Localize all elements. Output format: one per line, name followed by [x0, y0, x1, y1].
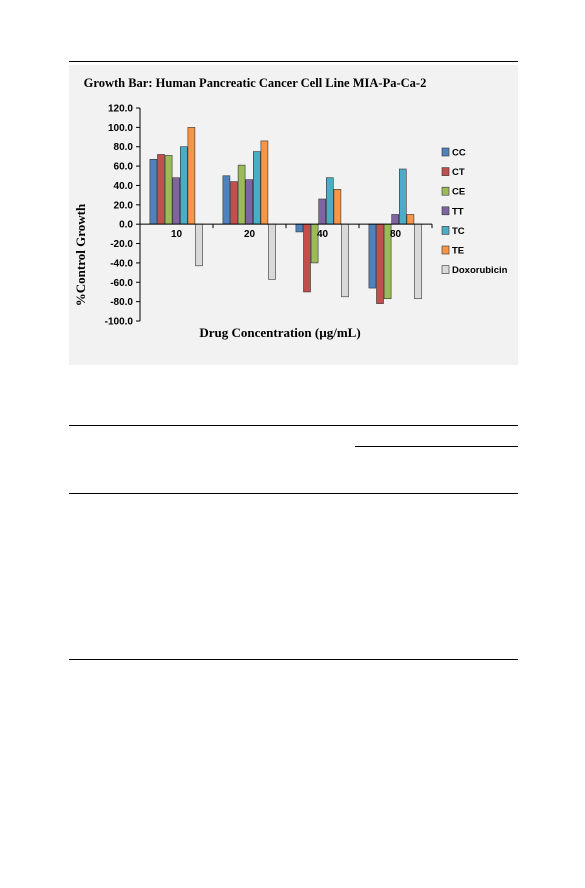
top-rule	[69, 61, 518, 62]
legend-label-te: TE	[452, 246, 464, 257]
growth-bar-chart: Growth Bar: Human Pancreatic Cancer Cell…	[73, 76, 508, 340]
plot-area: 120.0 100.0 80.0 60.0 40.0 20.0 0.0 -20.0 -40.0 -…	[105, 104, 433, 328]
table-header-subrule	[355, 446, 518, 447]
y-tick-label: -60.0	[110, 278, 133, 289]
y-tick-label: -100.0	[105, 317, 134, 328]
x-tick-label: 20	[244, 229, 256, 240]
bar-te-80	[406, 214, 415, 225]
bar-tc-80	[398, 168, 407, 225]
y-tick-label: -80.0	[110, 297, 133, 308]
bar-ce-10	[164, 155, 173, 225]
y-axis-title: %Control Growth	[73, 203, 88, 306]
bar-cc-40	[295, 223, 304, 233]
bar-ct-80	[376, 223, 384, 304]
x-tick-label: 80	[390, 229, 402, 240]
y-tick-label: 120.0	[108, 104, 133, 115]
legend-label-ce: CE	[452, 187, 465, 198]
bar-cc-10	[149, 159, 158, 225]
bar-tt-20	[245, 179, 253, 225]
table-header-bottom-rule	[69, 493, 518, 494]
bar-tt-80	[391, 214, 400, 225]
bar-tc-10	[180, 146, 188, 225]
bar-ct-10	[157, 154, 165, 225]
legend-label-cc: CC	[452, 148, 466, 159]
y-tick-label: 80.0	[114, 142, 134, 153]
bar-te-20	[260, 140, 269, 225]
y-tick-label: 20.0	[114, 200, 134, 211]
bar-cc-20	[222, 175, 231, 225]
x-tick-label: 40	[317, 229, 329, 240]
legend-swatch-doxorubicin	[441, 265, 450, 274]
legend-swatch-cc	[441, 147, 450, 157]
legend: CC CT CE TT TC TE Doxorubicin	[441, 147, 508, 276]
legend-label-doxorubicin: Doxorubicin	[452, 265, 508, 276]
legend-swatch-tt	[441, 206, 450, 216]
y-tick-label: 0.0	[119, 220, 133, 231]
table-bottom-rule	[69, 659, 518, 660]
y-tick-label: 100.0	[108, 123, 133, 134]
legend-label-tt: TT	[452, 206, 464, 217]
bar-doxorubicin-10	[195, 223, 203, 267]
legend-label-ct: CT	[452, 167, 465, 178]
bar-tc-40	[325, 177, 334, 225]
y-tick-label: -20.0	[110, 239, 133, 250]
x-tick-label: 10	[171, 229, 183, 240]
y-tick-label: 60.0	[114, 162, 134, 173]
bar-ce-20	[237, 164, 246, 225]
bar-doxorubicin-20	[268, 223, 276, 280]
y-tick-label: 40.0	[114, 181, 134, 192]
bar-tt-10	[172, 177, 180, 225]
legend-swatch-te	[441, 245, 450, 255]
legend-swatch-tc	[441, 226, 450, 235]
y-tick-label: -40.0	[110, 258, 133, 269]
x-axis-title: Drug Concentration (µg/mL)	[199, 325, 360, 340]
bar-doxorubicin-40	[341, 223, 349, 298]
bar-tt-40	[318, 198, 326, 225]
bar-doxorubicin-80	[414, 223, 422, 300]
legend-label-tc: TC	[452, 226, 465, 237]
chart-panel: Growth Bar: Human Pancreatic Cancer Cell…	[69, 65, 518, 365]
bar-ct-20	[230, 181, 238, 225]
bar-tc-20	[253, 151, 261, 225]
bar-te-40	[333, 189, 342, 225]
legend-swatch-ce	[441, 186, 450, 196]
bar-ct-40	[303, 223, 311, 293]
legend-swatch-ct	[441, 167, 450, 176]
bar-te-10	[187, 127, 196, 225]
chart-title: Growth Bar: Human Pancreatic Cancer Cell…	[84, 76, 427, 90]
bar-cc-80	[368, 223, 377, 289]
table-top-rule	[69, 425, 518, 426]
